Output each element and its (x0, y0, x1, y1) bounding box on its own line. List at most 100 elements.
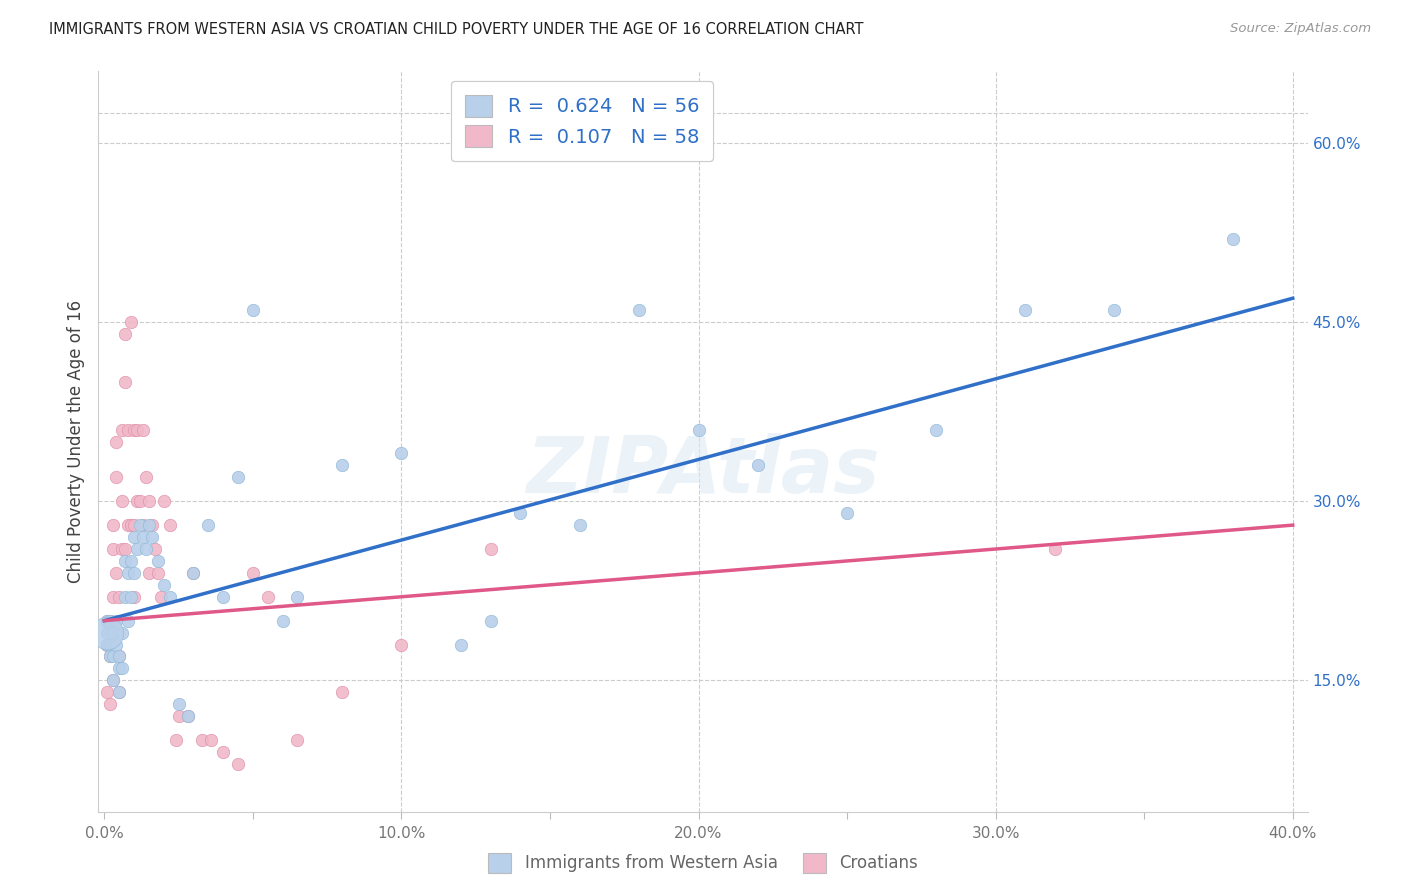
Point (111, 541, 134, 556)
Point (111, 494, 134, 508)
Point (96, 614, 118, 628)
Point (688, 423, 710, 437)
Point (479, 614, 502, 628)
Point (120, 518, 142, 533)
Point (98, 614, 121, 628)
Point (103, 518, 125, 533)
Point (96, 625, 118, 640)
Point (167, 709, 190, 723)
Point (568, 518, 591, 533)
Point (200, 733, 222, 747)
Point (1222, 231, 1244, 245)
Point (108, 685, 131, 699)
Point (117, 423, 139, 437)
Point (628, 303, 651, 318)
Point (176, 709, 198, 723)
Point (159, 590, 181, 604)
Point (287, 590, 309, 604)
Point (176, 709, 198, 723)
Point (122, 566, 145, 580)
Point (141, 530, 163, 544)
Point (111, 661, 134, 675)
Text: IMMIGRANTS FROM WESTERN ASIA VS CROATIAN CHILD POVERTY UNDER THE AGE OF 16 CORRE: IMMIGRANTS FROM WESTERN ASIA VS CROATIAN… (49, 22, 863, 37)
Point (165, 733, 187, 747)
Point (117, 614, 139, 628)
Point (114, 375, 136, 389)
Point (287, 733, 309, 747)
Point (125, 494, 148, 508)
Point (103, 649, 125, 664)
Point (103, 541, 125, 556)
Point (143, 541, 166, 556)
Point (105, 434, 128, 449)
Point (132, 518, 155, 533)
Point (98, 638, 121, 652)
Point (183, 566, 205, 580)
Point (120, 554, 142, 568)
Text: Source: ZipAtlas.com: Source: ZipAtlas.com (1230, 22, 1371, 36)
Point (330, 458, 353, 473)
Point (146, 554, 169, 568)
Point (330, 685, 353, 699)
Point (138, 518, 160, 533)
Point (152, 494, 174, 508)
Point (132, 423, 155, 437)
Point (105, 566, 128, 580)
Point (125, 541, 148, 556)
Point (125, 423, 148, 437)
Point (271, 614, 294, 628)
Point (105, 638, 128, 652)
Point (138, 494, 160, 508)
Point (117, 518, 139, 533)
Point (108, 649, 131, 664)
Point (1014, 303, 1036, 318)
Point (122, 530, 145, 544)
Point (149, 590, 172, 604)
Point (226, 756, 249, 771)
Point (129, 518, 152, 533)
Point (96, 625, 118, 640)
Point (103, 625, 125, 640)
Point (391, 446, 413, 460)
Point (108, 661, 131, 675)
Point (98, 614, 121, 628)
Point (129, 494, 152, 508)
Point (96, 614, 118, 628)
Legend: Immigrants from Western Asia, Croatians: Immigrants from Western Asia, Croatians (481, 847, 925, 880)
Point (98, 698, 121, 712)
Point (111, 423, 134, 437)
Point (450, 638, 472, 652)
Point (835, 506, 858, 520)
Point (925, 423, 948, 437)
Point (103, 673, 125, 688)
Point (108, 649, 131, 664)
Point (242, 566, 264, 580)
Point (108, 590, 131, 604)
Point (122, 518, 145, 533)
Point (141, 518, 163, 533)
Point (391, 638, 413, 652)
Legend: R =  0.624   N = 56, R =  0.107   N = 58: R = 0.624 N = 56, R = 0.107 N = 58 (451, 81, 713, 161)
Point (114, 590, 136, 604)
Point (114, 327, 136, 342)
Point (117, 566, 139, 580)
Point (96, 685, 118, 699)
Point (114, 541, 136, 556)
Point (105, 470, 128, 484)
Point (212, 590, 235, 604)
Point (138, 566, 160, 580)
Point (132, 530, 155, 544)
Point (509, 506, 531, 520)
Point (159, 518, 181, 533)
Point (152, 578, 174, 592)
Point (479, 541, 502, 556)
Point (122, 423, 145, 437)
Point (167, 698, 190, 712)
Point (103, 590, 125, 604)
Point (135, 470, 157, 484)
Point (114, 554, 136, 568)
Point (120, 315, 142, 329)
Point (226, 470, 249, 484)
Point (96, 638, 118, 652)
Point (146, 566, 169, 580)
